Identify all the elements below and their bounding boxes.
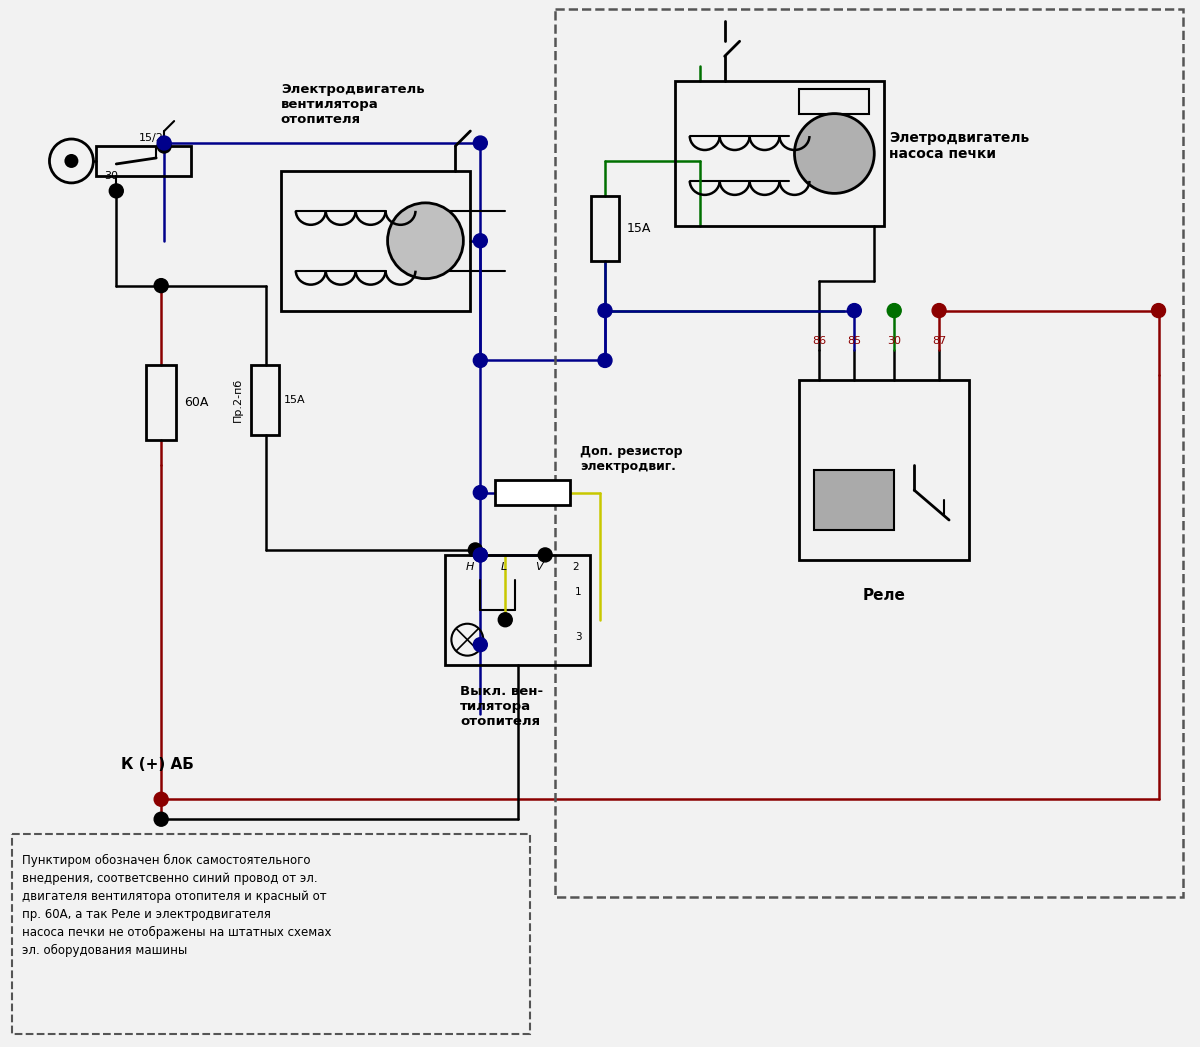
Circle shape	[498, 612, 512, 627]
Bar	[146, 365, 176, 440]
Circle shape	[887, 304, 901, 317]
Text: 15А: 15А	[284, 396, 306, 405]
Circle shape	[598, 304, 612, 317]
Text: Выкл. вен-
тилятора
отопителя: Выкл. вен- тилятора отопителя	[461, 685, 544, 728]
Bar	[799, 89, 869, 114]
Text: V: V	[535, 562, 542, 572]
Circle shape	[538, 548, 552, 562]
Text: 30: 30	[887, 335, 901, 346]
Bar	[96, 146, 191, 176]
Text: H: H	[466, 562, 474, 572]
Circle shape	[468, 543, 482, 557]
Text: Элетродвигатель
насоса печки: Элетродвигатель насоса печки	[889, 131, 1030, 161]
Text: 86: 86	[812, 335, 827, 346]
Bar	[251, 365, 278, 436]
Text: Доп. резистор
электродвиг.: Доп. резистор электродвиг.	[580, 445, 683, 473]
Circle shape	[473, 354, 487, 367]
Circle shape	[109, 184, 124, 198]
Circle shape	[847, 304, 862, 317]
Text: 60А: 60А	[184, 397, 209, 409]
Circle shape	[154, 279, 168, 292]
Bar	[556, 9, 1183, 897]
Circle shape	[473, 136, 487, 150]
Circle shape	[794, 113, 875, 194]
Bar	[445, 555, 590, 665]
Bar	[815, 470, 894, 530]
Text: 30: 30	[104, 171, 119, 181]
Text: 85: 85	[847, 335, 862, 346]
Bar	[12, 834, 530, 1033]
Text: К (+) АБ: К (+) АБ	[121, 757, 194, 773]
Circle shape	[65, 154, 78, 168]
Circle shape	[473, 548, 487, 562]
Circle shape	[154, 812, 168, 826]
Text: L: L	[500, 562, 506, 572]
Text: Пр.2-пб: Пр.2-пб	[233, 378, 242, 422]
Circle shape	[388, 203, 463, 279]
Bar	[799, 380, 970, 560]
Text: Реле: Реле	[863, 587, 906, 603]
Circle shape	[473, 638, 487, 651]
Text: 1: 1	[575, 586, 582, 597]
Text: 15/2: 15/2	[139, 133, 163, 143]
Circle shape	[473, 486, 487, 499]
Circle shape	[157, 139, 172, 153]
Text: 2: 2	[572, 562, 578, 572]
Text: Электродвигатель
вентилятора
отопителя: Электродвигатель вентилятора отопителя	[281, 83, 425, 126]
Circle shape	[598, 354, 612, 367]
Circle shape	[473, 548, 487, 562]
Text: 3: 3	[575, 631, 582, 642]
Circle shape	[932, 304, 946, 317]
Circle shape	[1152, 304, 1165, 317]
Circle shape	[473, 233, 487, 248]
Text: 15А: 15А	[626, 222, 652, 235]
Bar	[592, 196, 619, 261]
Text: 87: 87	[932, 335, 947, 346]
Circle shape	[154, 793, 168, 806]
Circle shape	[157, 136, 172, 150]
Bar	[281, 171, 470, 311]
Bar	[674, 82, 884, 226]
Bar	[496, 481, 570, 505]
Text: Пунктиром обозначен блок самостоятельного
внедрения, соответсвенно синий провод : Пунктиром обозначен блок самостоятельног…	[22, 854, 331, 958]
